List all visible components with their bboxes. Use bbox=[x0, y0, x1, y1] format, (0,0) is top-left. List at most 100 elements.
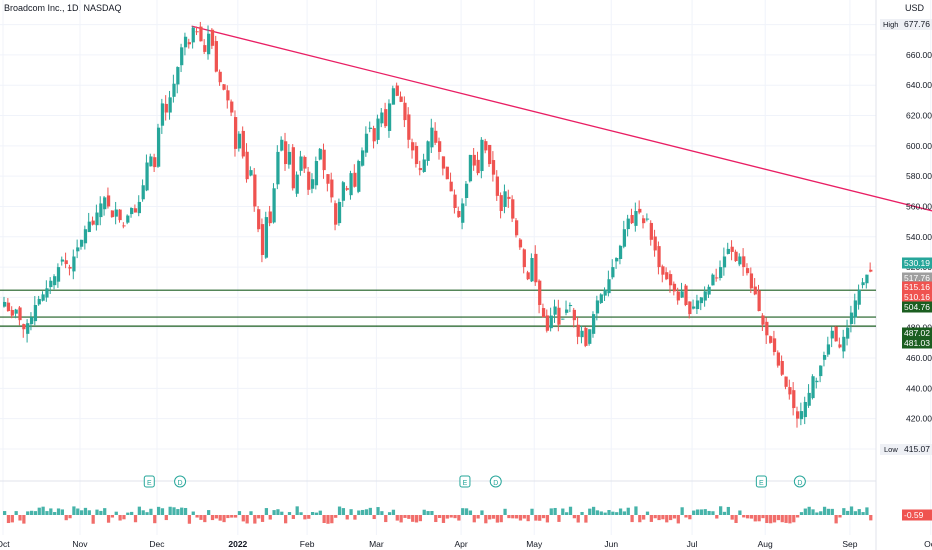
volume-bar bbox=[372, 515, 376, 520]
candle-body bbox=[291, 147, 295, 189]
volume-bar bbox=[103, 508, 107, 515]
candle-body bbox=[222, 84, 226, 90]
volume-bar bbox=[110, 515, 115, 518]
candle-body bbox=[245, 151, 249, 180]
price-tick-label: 440.00 bbox=[906, 383, 932, 393]
volume-bar bbox=[357, 510, 361, 515]
candle-body bbox=[668, 274, 673, 286]
volume-bar bbox=[41, 506, 45, 515]
candle-body bbox=[695, 300, 700, 310]
candle-body bbox=[561, 318, 565, 320]
candle-body bbox=[780, 360, 784, 375]
volume-bar bbox=[318, 510, 322, 515]
candle-body bbox=[534, 253, 538, 283]
candle-body bbox=[22, 324, 26, 330]
candle-body bbox=[18, 307, 22, 321]
time-tick-label: Jun bbox=[604, 539, 618, 549]
price-tick-label: 420.00 bbox=[906, 414, 932, 424]
candle-body bbox=[280, 139, 284, 151]
candle-body bbox=[314, 161, 319, 186]
volume-bar bbox=[703, 509, 707, 515]
volume-bar bbox=[584, 515, 588, 523]
candle-body bbox=[384, 109, 388, 127]
candle-body bbox=[441, 156, 446, 169]
volume-bar bbox=[118, 515, 122, 521]
volume-bar bbox=[380, 511, 384, 515]
volume-bar bbox=[726, 506, 730, 515]
volume-bar bbox=[387, 512, 392, 515]
volume-bar bbox=[591, 506, 596, 515]
candle-body bbox=[842, 336, 846, 352]
volume-bar bbox=[769, 515, 773, 524]
volume-bar bbox=[684, 515, 688, 518]
candle-body bbox=[553, 306, 557, 315]
candle-body bbox=[576, 324, 580, 337]
candle-body bbox=[249, 170, 253, 176]
candle-body bbox=[765, 321, 769, 336]
candle-body bbox=[588, 329, 592, 344]
candle-body bbox=[788, 387, 792, 395]
volume-bar bbox=[849, 506, 854, 515]
volume-bar bbox=[676, 515, 680, 524]
time-tick-label: Dec bbox=[149, 539, 165, 549]
volume-bar bbox=[557, 515, 561, 522]
volume-bar bbox=[792, 515, 796, 523]
volume-bar bbox=[29, 510, 34, 515]
volume-bar bbox=[468, 510, 473, 515]
volume-bar bbox=[91, 515, 95, 524]
volume-bar bbox=[457, 515, 461, 521]
candle-body bbox=[784, 376, 788, 387]
candle-body bbox=[49, 280, 53, 288]
volume-bar bbox=[233, 515, 238, 518]
candle-body bbox=[645, 218, 650, 220]
level-price-label-bg bbox=[902, 337, 932, 349]
dividend-marker bbox=[489, 475, 502, 488]
volume-bar bbox=[734, 515, 738, 523]
volume-bar bbox=[99, 510, 103, 515]
candle-body bbox=[29, 317, 34, 325]
volume-bar bbox=[869, 515, 873, 521]
candle-body bbox=[792, 390, 796, 409]
candle-body bbox=[742, 256, 746, 268]
volume-bar bbox=[568, 506, 573, 515]
candle-body bbox=[430, 127, 434, 148]
volume-bar bbox=[160, 508, 165, 515]
event-marker-label: D bbox=[178, 480, 183, 487]
candle-body bbox=[272, 188, 276, 223]
volume-bar bbox=[260, 515, 265, 522]
candle-body bbox=[869, 269, 873, 272]
candle-body bbox=[703, 291, 707, 301]
volume-bar bbox=[18, 515, 22, 521]
candle-body bbox=[626, 218, 630, 230]
candle-body bbox=[284, 141, 288, 165]
time-tick-label: 2022 bbox=[228, 539, 247, 549]
volume-bar bbox=[615, 512, 619, 515]
candle-body bbox=[391, 88, 396, 105]
candle-body bbox=[549, 315, 553, 329]
volume-bar bbox=[538, 515, 542, 521]
currency-label: USD bbox=[905, 3, 925, 13]
volume-bar bbox=[137, 506, 141, 515]
volume-bar bbox=[576, 515, 580, 523]
volume-bar bbox=[422, 509, 426, 515]
candle-body bbox=[434, 130, 438, 143]
candle-body bbox=[468, 154, 473, 182]
volume-bar bbox=[819, 511, 823, 515]
volume-bar bbox=[207, 510, 211, 515]
volume-bar bbox=[87, 510, 91, 515]
volume-bar bbox=[214, 515, 218, 519]
candle-body bbox=[45, 288, 49, 298]
event-marker-label: D bbox=[797, 480, 802, 487]
volume-bar bbox=[284, 515, 288, 524]
volume-bar bbox=[172, 507, 176, 515]
volume-bar bbox=[626, 507, 630, 515]
volume-bar bbox=[811, 509, 815, 515]
candle-body bbox=[145, 162, 149, 191]
price-label-bg bbox=[902, 291, 932, 303]
candle-body bbox=[484, 141, 488, 151]
candle-body bbox=[326, 174, 330, 184]
volume-bar bbox=[153, 515, 157, 524]
candle-body bbox=[41, 294, 45, 301]
candle-body bbox=[595, 300, 600, 314]
